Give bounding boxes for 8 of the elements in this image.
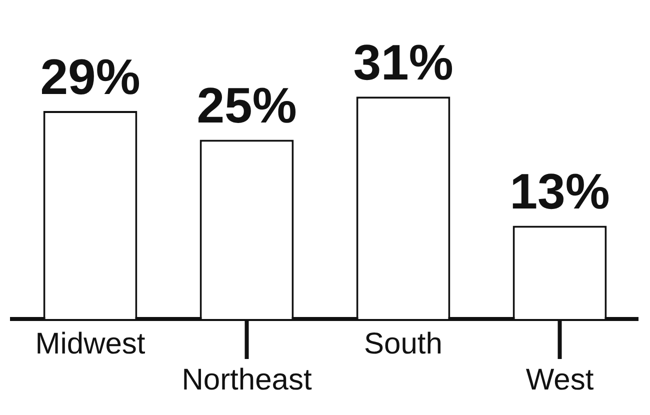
x-tick-label: West (526, 363, 594, 396)
data-label: 29% (40, 48, 140, 105)
x-tick-label: South (364, 327, 442, 360)
data-label: 31% (353, 34, 454, 90)
x-tick-label: Northeast (182, 363, 312, 396)
data-label: 13% (510, 164, 610, 220)
x-tick-label: Midwest (35, 327, 146, 360)
data-label: 25% (196, 77, 297, 134)
